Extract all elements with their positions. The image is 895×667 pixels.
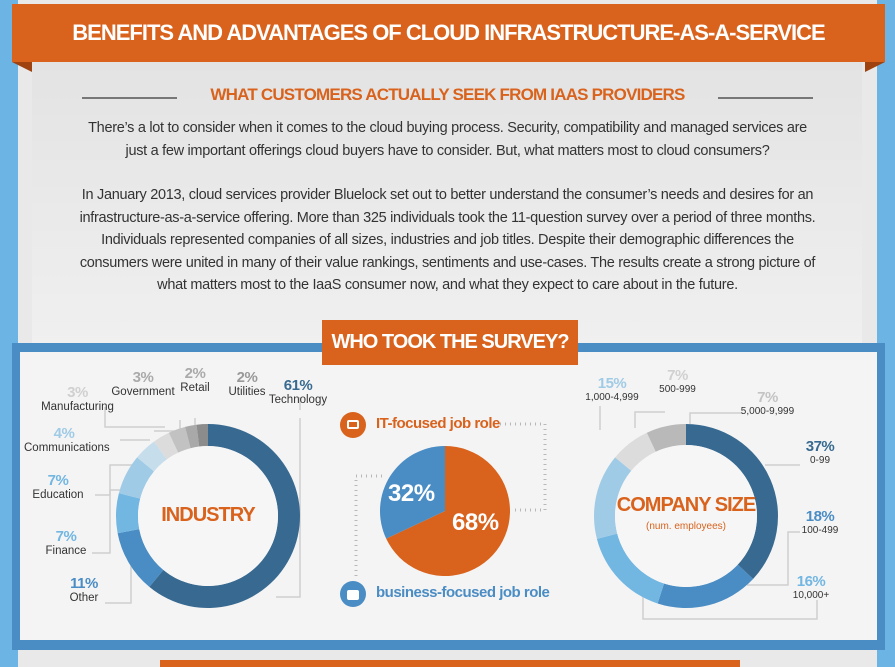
company-size-center — [615, 445, 757, 587]
category-label: Education — [32, 489, 84, 501]
percent-value: 2% — [236, 369, 258, 386]
percent-value: 3% — [132, 369, 154, 386]
category-label: 1,000-4,999 — [585, 392, 639, 403]
next-section-banner — [160, 660, 740, 667]
pie-label-it: 68% — [452, 509, 499, 536]
percent-value: 15% — [597, 375, 627, 392]
legend-it-focused: IT-focused job role — [376, 415, 500, 432]
industry-slice-government — [168, 426, 191, 453]
category-label: Finance — [45, 545, 87, 557]
category-label: 5,000-9,999 — [740, 406, 795, 417]
category-label: 0-99 — [809, 455, 830, 466]
percent-value: 7% — [55, 528, 77, 545]
leader-line — [104, 407, 165, 428]
leader-line — [92, 489, 128, 554]
industry-label-retail: 2% Retail — [175, 365, 215, 394]
category-label: Utilities — [228, 386, 266, 398]
company-size-slice-1-000-4-999 — [594, 457, 632, 539]
leader-line — [642, 595, 818, 620]
category-label: Other — [69, 592, 99, 604]
industry-center — [138, 446, 278, 586]
industry-label-communications: 4% Communications — [24, 425, 110, 454]
industry-slice-finance — [116, 493, 141, 534]
intro-paragraph-1: There’s a lot to consider when it comes … — [88, 120, 807, 159]
company-size-subtitle: (num. employees) — [645, 521, 727, 532]
industry-label-manufacturing: 3% Manufacturing — [40, 384, 115, 413]
job-role-slice-it-focused-job-role — [386, 446, 510, 576]
industry-label-education: 7% Education — [28, 472, 88, 501]
percent-value: 16% — [796, 573, 826, 590]
leader-line — [689, 412, 742, 424]
company-size-label-100-499: 18% 100-499 — [790, 508, 850, 536]
industry-label-finance: 7% Finance — [36, 528, 96, 557]
intro-panel — [32, 62, 862, 352]
category-label: Government — [111, 386, 175, 398]
leader-line — [154, 420, 181, 432]
category-label: 100-499 — [801, 525, 839, 536]
company-size-slice-500-999 — [615, 432, 656, 471]
leader-line-it — [500, 422, 547, 512]
category-label: 10,000+ — [792, 590, 830, 601]
banner-fold-left — [12, 62, 32, 72]
subtitle-rule-left — [82, 97, 177, 99]
category-label: Retail — [180, 382, 210, 394]
category-label: Communications — [24, 442, 110, 454]
page-title: BENEFITS AND ADVANTAGES OF CLOUD INFRAST… — [12, 4, 885, 62]
leader-line — [95, 464, 138, 496]
company-size-label-1-000-4-999: 15% 1,000-4,999 — [582, 375, 642, 403]
intro-subtitle: WHAT CUSTOMERS ACTUALLY SEEK FROM IAAS P… — [210, 85, 685, 104]
percent-value: 3% — [67, 384, 88, 401]
industry-slice-communications — [137, 441, 167, 472]
survey-title: WHO TOOK THE SURVEY? — [322, 320, 578, 365]
industry-label-technology: 61% Technology — [268, 377, 328, 406]
category-label: Manufacturing — [41, 401, 114, 413]
industry-slice-manufacturing — [153, 432, 179, 460]
percent-value: 18% — [805, 508, 835, 525]
leader-line — [105, 560, 132, 604]
industry-label-other: 11% Other — [54, 575, 114, 604]
company-size-label-0-99: 37% 0-99 — [790, 438, 850, 466]
percent-value: 4% — [53, 425, 75, 442]
percent-value: 11% — [70, 575, 98, 592]
category-label: 500-999 — [659, 384, 696, 395]
intro-paragraph-2: In January 2013, cloud services provider… — [79, 187, 816, 293]
leader-line — [634, 411, 665, 428]
company-size-slice-0-99 — [686, 424, 779, 579]
percent-value: 2% — [184, 365, 206, 382]
percent-value: 61% — [283, 377, 313, 394]
leader-line — [276, 418, 301, 598]
company-size-label-500-999: 7% 500-999 — [650, 367, 705, 395]
industry-label-utilities: 2% Utilities — [222, 369, 272, 398]
industry-label-government: 3% Government — [108, 369, 178, 398]
company-size-slice-5-000-9-999 — [646, 424, 686, 452]
monitor-icon — [340, 412, 366, 438]
leader-line — [747, 531, 800, 586]
category-label: Technology — [268, 394, 328, 406]
pie-label-business: 32% — [388, 480, 435, 507]
company-size-slice-10-000- — [596, 533, 665, 604]
company-size-title: COMPANY SIZE — [616, 494, 756, 516]
company-size-slice-100-499 — [657, 564, 754, 608]
industry-slice-technology — [149, 424, 300, 608]
industry-title: INDUSTRY — [161, 504, 255, 526]
industry-slice-retail — [185, 424, 200, 449]
industry-slice-utilities — [196, 424, 208, 447]
percent-value: 37% — [805, 438, 835, 455]
banner-fold-right — [865, 62, 885, 72]
subtitle-rule-right — [718, 97, 813, 99]
job-role-slice-business-focused-job-role — [380, 446, 445, 539]
briefcase-icon — [340, 581, 366, 607]
percent-value: 7% — [47, 472, 69, 489]
industry-slice-education — [118, 457, 155, 499]
percent-value: 7% — [667, 367, 688, 384]
leader-line-business — [354, 474, 382, 577]
company-size-label-10-000-: 16% 10,000+ — [776, 573, 846, 601]
industry-slice-other — [117, 529, 164, 587]
legend-business-focused: business-focused job role — [376, 584, 550, 601]
percent-value: 7% — [757, 389, 778, 406]
company-size-label-5-000-9-999: 7% 5,000-9,999 — [730, 389, 805, 417]
